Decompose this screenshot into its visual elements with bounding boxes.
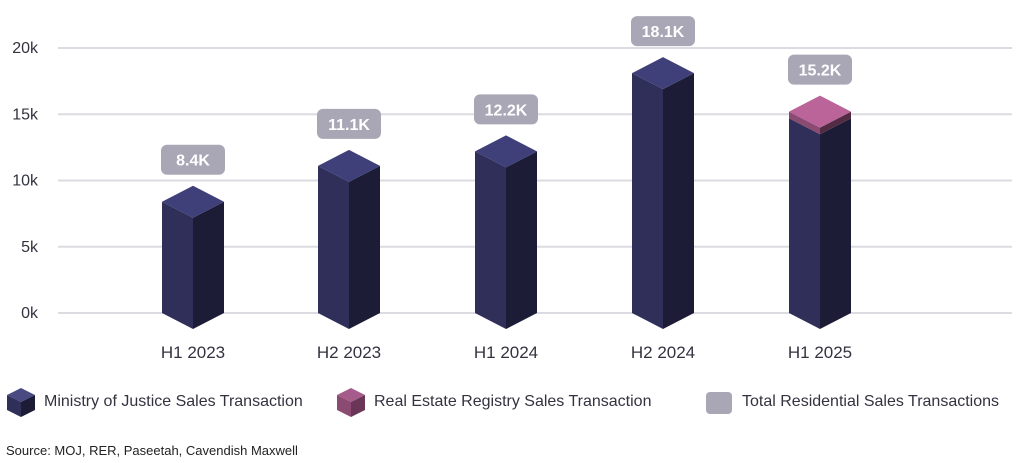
y-tick-label: 10k (12, 173, 39, 190)
data-label: 15.2K (788, 54, 852, 85)
y-axis-ticks: 0k 5k 10k 15k 20k (12, 40, 39, 322)
x-tick-label: H1 2023 (161, 343, 225, 362)
legend-item-moj: Ministry of Justice Sales Transaction (6, 384, 303, 420)
bar-segment (318, 149, 380, 329)
svg-text:12.2K: 12.2K (485, 102, 528, 119)
x-tick-label: H1 2024 (474, 343, 538, 362)
data-label: 8.4K (161, 144, 225, 175)
bars (162, 57, 851, 329)
svg-text:8.4K: 8.4K (176, 153, 210, 170)
x-axis-ticks: H1 2023 H2 2023 H1 2024 H2 2024 H1 2025 (161, 343, 852, 362)
bar-segment (475, 135, 537, 329)
source-note: Source: MOJ, RER, Paseetah, Cavendish Ma… (6, 443, 298, 458)
y-tick-label: 20k (12, 40, 39, 57)
svg-text:18.1K: 18.1K (642, 24, 685, 41)
y-tick-label: 15k (12, 106, 39, 123)
legend-item-rer: Real Estate Registry Sales Transaction (336, 384, 651, 420)
cube-icon (337, 388, 365, 417)
bar-segment (789, 95, 851, 135)
y-tick-label: 0k (21, 305, 39, 322)
data-label: 18.1K (631, 16, 695, 47)
legend: Ministry of Justice Sales Transaction Re… (0, 384, 1024, 420)
data-labels: 8.4K 11.1K 12.2K 18.1K 15.2K (161, 16, 852, 175)
bar-segment (789, 118, 851, 329)
data-label: 12.2K (474, 94, 538, 125)
svg-text:15.2K: 15.2K (799, 63, 842, 80)
y-tick-label: 5k (21, 239, 39, 256)
legend-item-total: Total Residential Sales Transactions (704, 384, 999, 420)
cube-icon (7, 388, 35, 417)
x-tick-label: H2 2024 (631, 343, 695, 362)
rounded-square-icon (706, 392, 732, 414)
bar-segment (632, 57, 694, 329)
legend-label: Ministry of Justice Sales Transaction (44, 393, 303, 410)
x-tick-label: H1 2025 (788, 343, 852, 362)
legend-label: Total Residential Sales Transactions (742, 393, 1000, 410)
legend-label: Real Estate Registry Sales Transaction (374, 393, 652, 410)
bar-chart: 0k 5k 10k 15k 20k H1 2023 H2 2023 H1 2024 H2 20… (12, 16, 1012, 362)
data-label: 11.1K (317, 108, 381, 139)
bar-segment (162, 185, 224, 329)
svg-text:11.1K: 11.1K (328, 117, 370, 134)
x-tick-label: H2 2023 (317, 343, 381, 362)
